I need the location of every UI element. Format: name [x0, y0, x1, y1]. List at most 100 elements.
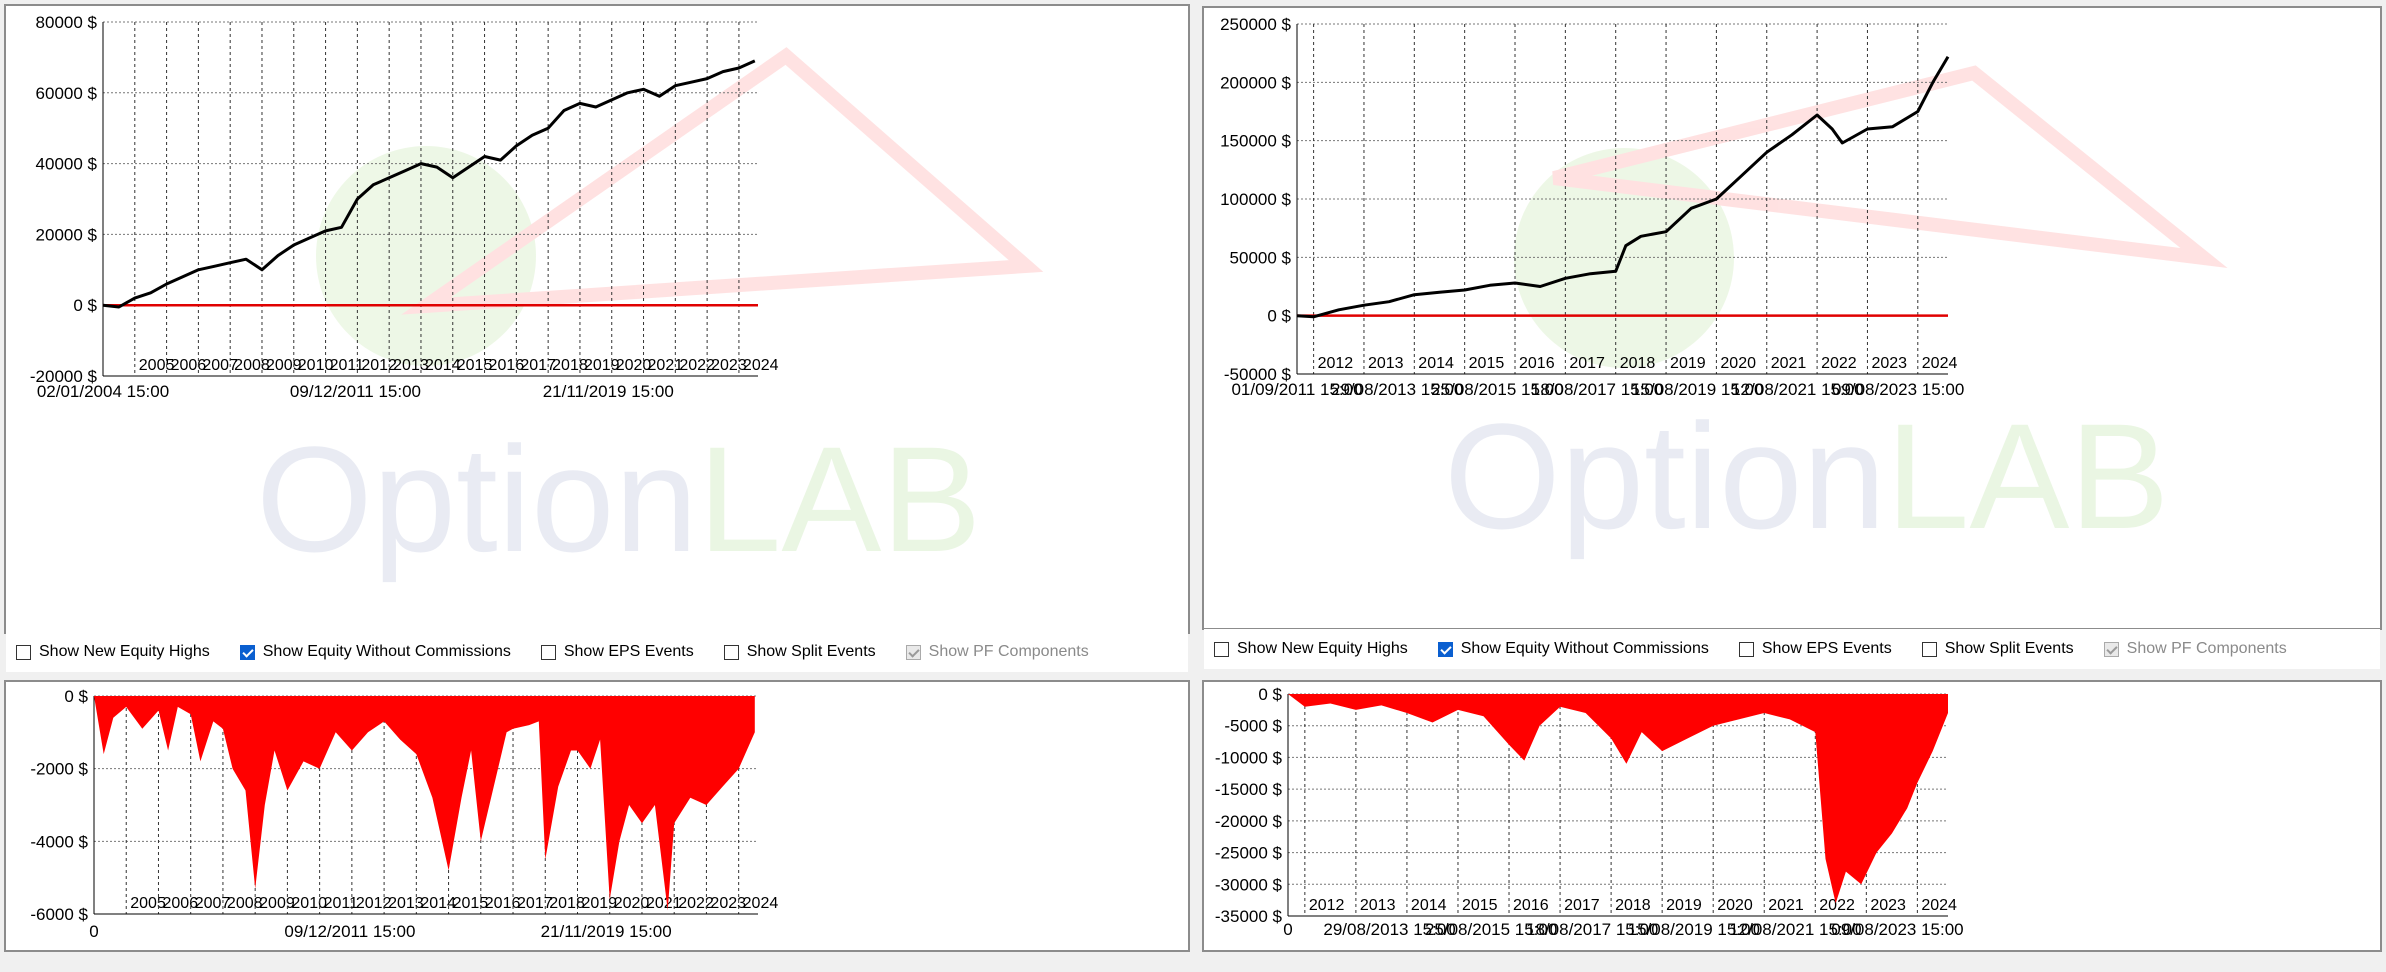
y-tick-label: -20000 $ — [30, 367, 98, 386]
year-label: 2012 — [356, 895, 392, 912]
year-label: 2013 — [393, 357, 429, 374]
year-label: 2020 — [1717, 897, 1753, 914]
year-label: 2011 — [330, 357, 365, 374]
show-equity-without-commissions-checkbox-left[interactable]: Show Equity Without Commissions — [239, 643, 511, 661]
year-label: 2020 — [1720, 355, 1756, 372]
year-label: 2023 — [711, 357, 747, 374]
date-label: 21/11/2019 15:00 — [541, 922, 672, 941]
year-label: 2022 — [679, 357, 715, 374]
date-label: 21/11/2019 15:00 — [543, 382, 674, 401]
year-label: 2019 — [584, 357, 620, 374]
watermark: OptionLAB — [256, 47, 1044, 583]
y-tick-label: 0 $ — [73, 296, 97, 315]
date-label: 25/08/2015 15:00 — [1431, 380, 1563, 399]
checkbox-label: Show Equity Without Commissions — [262, 643, 511, 660]
year-label: 2021 — [1768, 897, 1804, 914]
year-label: 2012 — [361, 357, 397, 374]
y-tick-label: 200000 $ — [1220, 73, 1291, 92]
year-label: 2008 — [227, 895, 263, 912]
show-new-equity-highs-checkbox-left[interactable]: Show New Equity Highs — [16, 643, 210, 661]
equity-chart-right-panel: OptionLAB 250000 $ 200000 $ 150000 $ 100000… — [1202, 6, 2382, 630]
date-label: 25/08/2015 15:00 — [1425, 920, 1557, 939]
drawdown-chart-right: 0 $ -5000 $ -10000 $ -15000 $ -20000 $ -25000… — [1215, 685, 1964, 939]
y-tick-label: 0 $ — [64, 687, 88, 706]
year-label: 2008 — [234, 357, 270, 374]
year-label: 2015 — [1469, 355, 1505, 372]
year-label: 2011 — [324, 895, 359, 912]
year-label: 2015 — [457, 357, 493, 374]
year-label: 2013 — [388, 895, 424, 912]
equity-chart-right: OptionLAB 250000 $ 200000 $ 150000 $ 100000… — [1220, 15, 2228, 560]
year-label: 2017 — [520, 357, 556, 374]
y-tick-label: 20000 $ — [36, 225, 98, 244]
checkbox-box[interactable] — [16, 644, 31, 660]
year-label: 2020 — [616, 357, 652, 374]
year-label: 2017 — [1569, 355, 1605, 372]
show-new-equity-highs-checkbox-right[interactable]: Show New Equity Highs — [1214, 640, 1408, 658]
checkbox-box[interactable] — [2103, 641, 2119, 657]
checkbox-box[interactable] — [540, 644, 556, 660]
checkbox-label: Show New Equity Highs — [39, 643, 210, 660]
year-label: 2014 — [425, 357, 461, 374]
checkbox-box[interactable] — [1214, 641, 1229, 657]
year-label: 2023 — [1871, 355, 1907, 372]
year-label: 2007 — [195, 895, 231, 912]
year-label: 2024 — [1921, 897, 1957, 914]
year-label: 2023 — [710, 895, 746, 912]
show-split-events-checkbox-left[interactable]: Show Split Events — [723, 643, 876, 661]
year-label: 2006 — [171, 357, 207, 374]
drawdown-area — [94, 696, 755, 911]
checkbox-box[interactable] — [723, 644, 739, 660]
date-label: 18/08/2017 15:00 — [1526, 920, 1658, 939]
year-label: 2021 — [648, 357, 684, 374]
show-eps-events-checkbox-right[interactable]: Show EPS Events — [1738, 640, 1892, 658]
year-label: 2015 — [453, 895, 489, 912]
show-equity-without-commissions-checkbox-right[interactable]: Show Equity Without Commissions — [1437, 640, 1709, 658]
checkbox-box[interactable] — [905, 644, 921, 660]
equity-line — [1296, 55, 1950, 319]
drawdown-chart-right-panel: 0 $ -5000 $ -10000 $ -15000 $ -20000 $ -25000… — [1202, 680, 2382, 952]
show-eps-events-checkbox-left[interactable]: Show EPS Events — [540, 643, 694, 661]
y-tick-label: 0 $ — [1258, 685, 1282, 704]
y-tick-label: -2000 $ — [30, 760, 88, 779]
checkbox-label: Show Split Events — [1944, 640, 2074, 657]
checkbox-label: Show Split Events — [746, 643, 876, 660]
year-label: 2015 — [1462, 897, 1498, 914]
year-label: 2021 — [1771, 355, 1807, 372]
equity-chart-left-panel: OptionLAB 80000 $ 60000 $ 40000 $ 20000 $ 0 … — [4, 4, 1190, 634]
show-pf-components-checkbox-left[interactable]: Show PF Components — [905, 643, 1089, 661]
y-tick-label: -6000 $ — [30, 905, 88, 924]
show-pf-components-checkbox-right[interactable]: Show PF Components — [2103, 640, 2287, 658]
checkbox-box[interactable] — [1738, 641, 1754, 657]
year-label: 2014 — [1411, 897, 1447, 914]
year-label: 2006 — [162, 895, 198, 912]
checkbox-label: Show EPS Events — [1761, 640, 1892, 657]
year-label: 2005 — [139, 357, 175, 374]
year-label: 2018 — [1615, 897, 1651, 914]
equity-chart-left: OptionLAB 80000 $ 60000 $ 40000 $ 20000 $ 0 … — [30, 13, 1044, 583]
year-label: 2020 — [614, 895, 650, 912]
y-tick-label: 100000 $ — [1220, 190, 1291, 209]
date-label: 09/08/2023 15:00 — [1831, 920, 1963, 939]
year-label: 2012 — [1318, 355, 1354, 372]
year-label: 2019 — [1666, 897, 1702, 914]
checkbox-box[interactable] — [239, 644, 255, 660]
y-tick-label: 60000 $ — [36, 84, 98, 103]
year-label: 2009 — [259, 895, 295, 912]
date-label: 02/01/2004 15:00 — [37, 382, 169, 401]
year-label: 2024 — [743, 357, 779, 374]
checkbox-box[interactable] — [1921, 641, 1937, 657]
date-label: 0 — [89, 922, 98, 941]
year-label: 2022 — [1821, 355, 1857, 372]
date-label: 09/12/2011 15:00 — [290, 382, 421, 401]
y-tick-label: 50000 $ — [1230, 248, 1292, 267]
y-tick-label: 40000 $ — [36, 155, 98, 174]
checkbox-box[interactable] — [1437, 641, 1453, 657]
year-label: 2016 — [489, 357, 525, 374]
checkbox-label: Show PF Components — [928, 643, 1089, 660]
checkbox-label: Show PF Components — [2126, 640, 2287, 657]
year-label: 2021 — [646, 895, 682, 912]
year-label: 2005 — [130, 895, 166, 912]
show-split-events-checkbox-right[interactable]: Show Split Events — [1921, 640, 2074, 658]
equity-line — [102, 59, 756, 309]
